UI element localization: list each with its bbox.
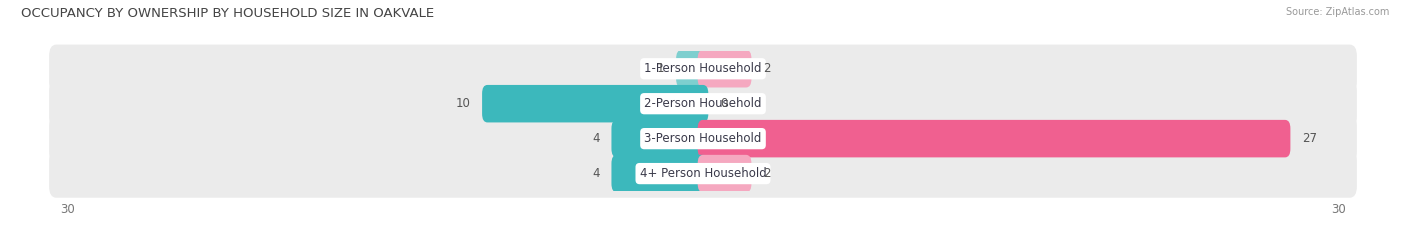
- Text: 1: 1: [657, 62, 664, 75]
- Text: 1-Person Household: 1-Person Household: [644, 62, 762, 75]
- FancyBboxPatch shape: [49, 45, 1357, 93]
- Text: 2: 2: [763, 62, 770, 75]
- Text: 0: 0: [720, 97, 728, 110]
- FancyBboxPatch shape: [697, 120, 1291, 157]
- Text: 30: 30: [1330, 203, 1346, 216]
- Text: 10: 10: [456, 97, 470, 110]
- FancyBboxPatch shape: [612, 155, 709, 192]
- Text: 3-Person Household: 3-Person Household: [644, 132, 762, 145]
- FancyBboxPatch shape: [49, 149, 1357, 198]
- FancyBboxPatch shape: [49, 114, 1357, 163]
- FancyBboxPatch shape: [49, 79, 1357, 128]
- FancyBboxPatch shape: [482, 85, 709, 122]
- FancyBboxPatch shape: [612, 120, 709, 157]
- Text: 4: 4: [592, 132, 599, 145]
- FancyBboxPatch shape: [697, 155, 751, 192]
- Text: 30: 30: [60, 203, 76, 216]
- FancyBboxPatch shape: [676, 50, 709, 87]
- Text: 4: 4: [592, 167, 599, 180]
- Text: 27: 27: [1302, 132, 1317, 145]
- Text: 2: 2: [763, 167, 770, 180]
- Text: 4+ Person Household: 4+ Person Household: [640, 167, 766, 180]
- Text: OCCUPANCY BY OWNERSHIP BY HOUSEHOLD SIZE IN OAKVALE: OCCUPANCY BY OWNERSHIP BY HOUSEHOLD SIZE…: [21, 7, 434, 20]
- Text: 2-Person Household: 2-Person Household: [644, 97, 762, 110]
- FancyBboxPatch shape: [697, 50, 751, 87]
- Text: Source: ZipAtlas.com: Source: ZipAtlas.com: [1285, 7, 1389, 17]
